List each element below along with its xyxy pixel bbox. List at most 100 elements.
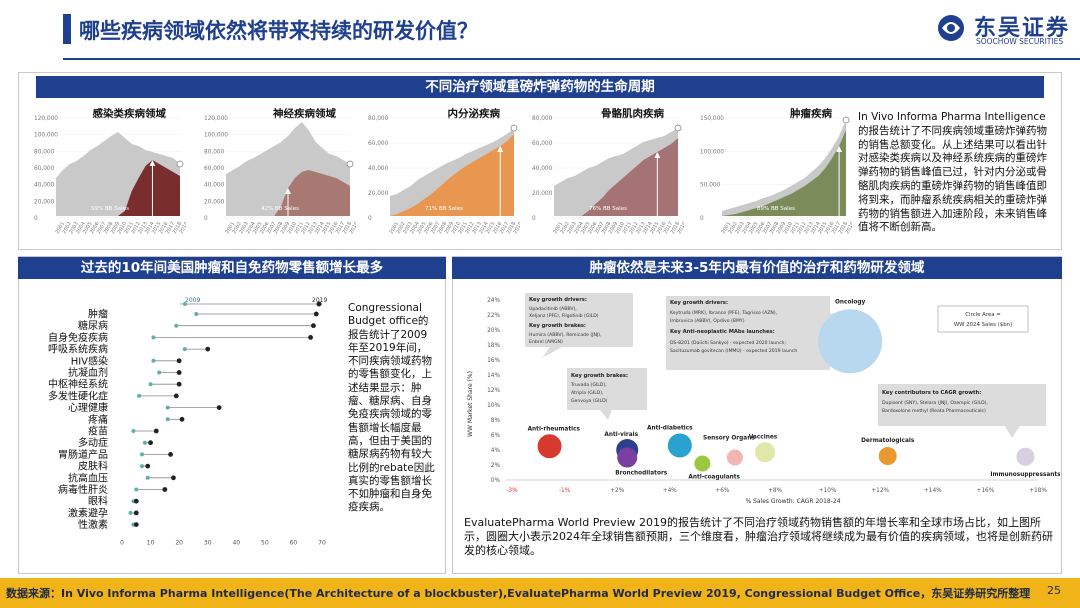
y-tick-label: 150,000 <box>700 116 724 122</box>
x-year-label: 2011 <box>789 221 801 235</box>
x-year-label: 2010 <box>783 221 795 235</box>
dot-2019 <box>176 370 182 375</box>
dot-2019 <box>162 487 168 492</box>
x-year-label: 2009 <box>776 221 788 235</box>
dot-2009 <box>131 429 136 433</box>
callout-anti-rheumatics: Key growth drivers: Upadacitinib (ABBV),… <box>525 293 633 358</box>
y-tick-label: 8% <box>491 418 501 424</box>
source-note: 数据来源：In Vivo Informa Pharma Intelligence… <box>6 587 1031 600</box>
category-label: 眼科 <box>88 495 108 508</box>
x-year-label: 2011 <box>457 221 469 235</box>
y-tick-label: 4% <box>491 448 501 454</box>
circle-note-line2: WW 2024 Sales ($bn) <box>954 322 1012 328</box>
x-year-label: 2013 <box>307 221 319 235</box>
callout4-line2: Bardoxolone methyl (Reata Pharmaceutical… <box>882 408 986 414</box>
x-year-label: 2004 <box>573 221 585 235</box>
bubble-anti-coagulants <box>694 455 711 472</box>
callout2-line4: Sacituzumab govitecan (IMMU) - expected … <box>670 348 797 354</box>
y-tick-label: 0 <box>368 216 372 222</box>
x-year-label: 2006 <box>755 221 767 235</box>
category-label: 性激素 <box>78 518 108 531</box>
blockbuster-sales-area <box>56 160 180 216</box>
x-year-label: 2019 <box>179 221 186 235</box>
title-divider <box>63 58 1080 60</box>
x-year-label: 2007 <box>594 221 606 235</box>
x-year-label: 2018 <box>670 221 682 235</box>
dot-2009 <box>140 464 144 469</box>
x-year-label: 2008 <box>769 221 781 235</box>
x-tick-label: 40 <box>232 539 240 546</box>
x-year-label: 2016 <box>824 221 836 235</box>
x-year-label: 2002 <box>727 221 739 235</box>
dot-2019 <box>171 475 176 481</box>
bubble-anti-diabetics <box>667 433 692 458</box>
x-year-label: 2018 <box>506 221 518 235</box>
bubble-anti-rheumatics <box>537 434 562 459</box>
x-year-label: 2016 <box>656 221 668 235</box>
page-title: 哪些疾病领域依然将带来持续的研发价值？ <box>79 19 478 43</box>
x-year-label: 2019 <box>677 221 684 235</box>
x-tick-label: 50 <box>261 539 269 546</box>
x-year-label: 2004 <box>75 221 87 235</box>
retail-dot-chart: 2009 2019 肿瘤糖尿病自身免疫疾病呼吸系统疾病HIV感染抗凝血剂中枢神经… <box>48 297 327 546</box>
x-year-label: 2003 <box>566 221 578 235</box>
callout3-line2: Atripla (GILD), <box>571 390 604 396</box>
callout-oncology: Key growth drivers: Keytruda (MRK), Ibra… <box>666 296 848 370</box>
x-year-label: 2011 <box>293 221 305 235</box>
x-year-label: 2017 <box>165 221 177 235</box>
x-tick-label: 30 <box>204 539 212 546</box>
y-tick-label: 120,000 <box>34 116 58 122</box>
x-year-label: 2015 <box>817 221 829 235</box>
logo-chinese-text: 东吴证券 <box>974 16 1071 41</box>
y-tick-label: 60,000 <box>34 166 55 172</box>
category-label: 自身免疫疾病 <box>48 331 108 344</box>
lifecycle-chart-title: 神经疾病领域 <box>273 107 336 120</box>
dot-2009 <box>128 510 133 515</box>
x-year-label: 2010 <box>117 221 129 235</box>
growth-bubble-chart: WW Market Share (%) % Sales Growth: CAGR… <box>467 293 1060 505</box>
section-pipeline-panel <box>452 256 1062 574</box>
x-year-label: 2003 <box>734 221 746 235</box>
bubble-label: Vaccines <box>749 434 778 440</box>
blockbuster-sales-area <box>390 134 514 216</box>
y-tick-label: 40,000 <box>204 183 225 189</box>
dot-2019 <box>133 498 139 504</box>
bubble-label: Oncology <box>835 299 866 305</box>
category-label: 激素避孕 <box>68 506 108 519</box>
dot-2009 <box>151 335 156 340</box>
x-year-label: 2003 <box>238 221 250 235</box>
x-year-label: 2003 <box>68 221 80 235</box>
y-tick-label: 60,000 <box>204 166 225 172</box>
x-year-label: 2001 <box>55 221 67 235</box>
x-tick-label: 20 <box>175 539 183 546</box>
y-tick-label: 20,000 <box>34 199 55 205</box>
peak-arrow-head <box>836 146 843 152</box>
x-year-label: 2005 <box>82 221 94 235</box>
y-tick-label: 0 <box>204 216 208 222</box>
x-year-label: 2004 <box>741 221 753 235</box>
dot-2019 <box>176 358 182 364</box>
x-year-label: 2005 <box>252 221 264 235</box>
dot-2019 <box>311 323 316 329</box>
callout1-line1: Upadacitinib (ABBV), <box>529 306 577 312</box>
bubble-bronchodilators <box>617 447 638 468</box>
bubble-sensory-organs <box>726 449 743 466</box>
x-year-label: 2016 <box>158 221 170 235</box>
legend-2019-dot <box>316 301 322 307</box>
bubble-y-axis-label: WW Market Share (%) <box>467 371 474 437</box>
y-tick-label: 80,000 <box>34 149 55 155</box>
logo-mark-icon <box>938 15 964 41</box>
x-year-label: 2016 <box>328 221 340 235</box>
bubble-x-axis-label: % Sales Growth: CAGR 2018-24 <box>745 498 840 505</box>
x-year-label: 2012 <box>796 221 808 235</box>
callout-anti-virals: Key growth brakes: Truvada (GILD), Atrip… <box>567 368 647 420</box>
x-year-label: 2009 <box>444 221 456 235</box>
x-year-label: 2012 <box>300 221 312 235</box>
x-year-label: 2008 <box>437 221 449 235</box>
callout3-line3: Genvoya (GILD) <box>571 398 608 404</box>
x-year-label: 2006 <box>89 221 101 235</box>
lifecycle-chart-title: 肿瘤疾病 <box>790 107 832 120</box>
peak-arrow-head <box>497 146 504 152</box>
y-tick-label: 22% <box>487 313 500 319</box>
x-tick-label: 70 <box>318 539 326 546</box>
